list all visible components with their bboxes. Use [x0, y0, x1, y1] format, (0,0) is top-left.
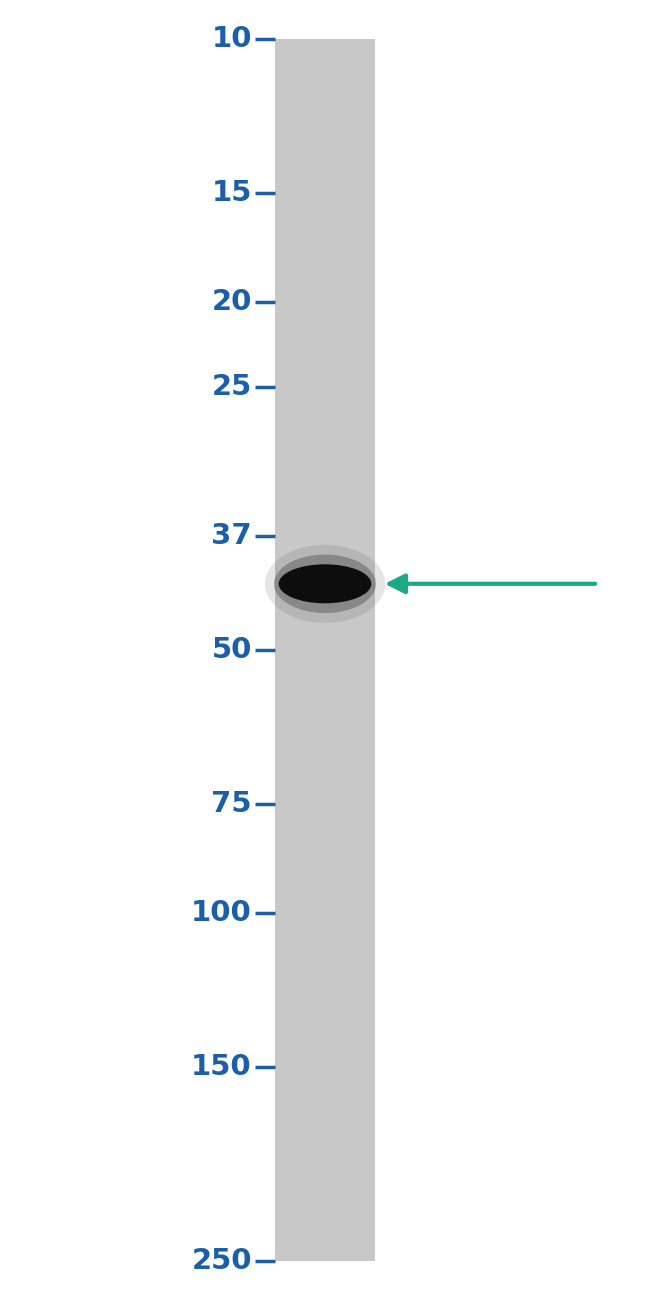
Text: 37: 37: [211, 521, 252, 550]
Ellipse shape: [274, 555, 376, 614]
Text: 25: 25: [212, 373, 252, 400]
Text: 20: 20: [211, 289, 252, 316]
Text: 150: 150: [191, 1053, 252, 1082]
Bar: [274, 39, 376, 1261]
Text: 100: 100: [191, 900, 252, 927]
Text: 75: 75: [211, 790, 252, 818]
Ellipse shape: [279, 564, 371, 603]
Text: 250: 250: [191, 1247, 252, 1275]
Text: 15: 15: [211, 179, 252, 207]
Text: 50: 50: [211, 636, 252, 664]
Ellipse shape: [265, 545, 385, 623]
Text: 10: 10: [211, 25, 252, 53]
